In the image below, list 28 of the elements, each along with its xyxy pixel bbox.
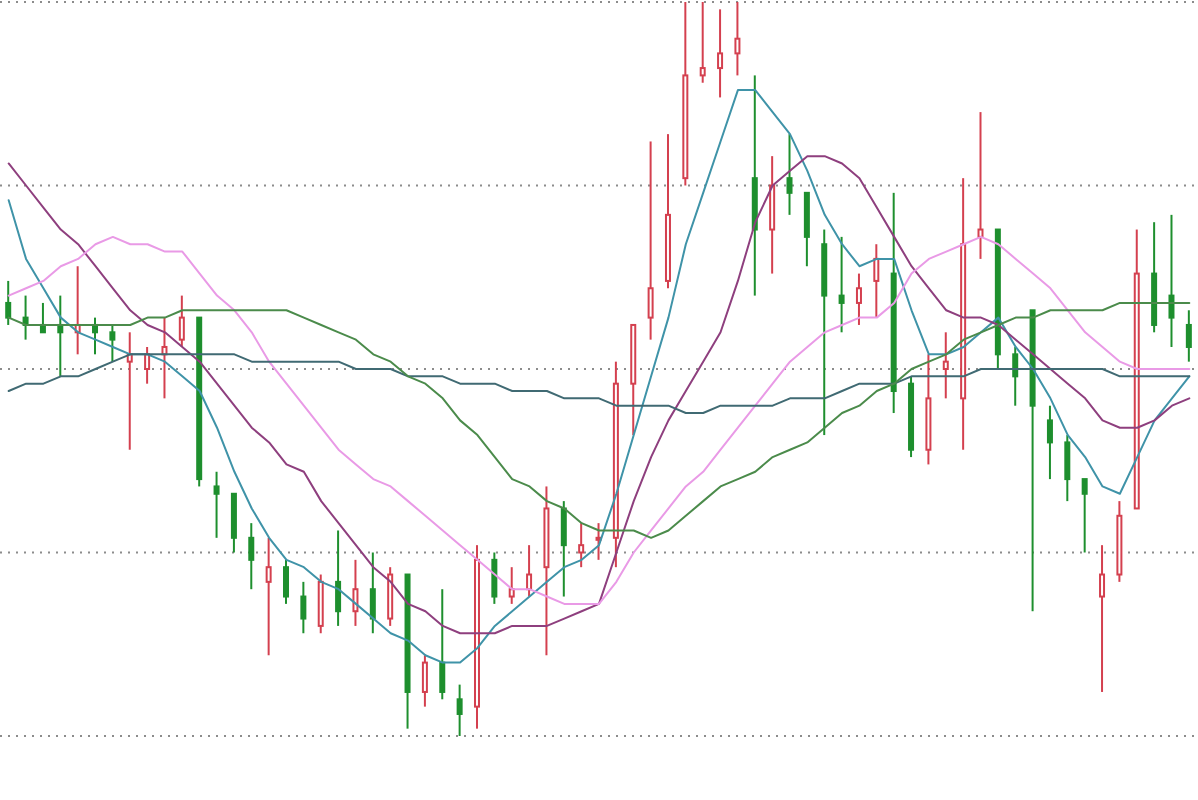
candlestick	[647, 140, 654, 341]
candlestick	[543, 485, 550, 657]
candlestick	[751, 74, 758, 297]
candlestick	[890, 191, 897, 415]
candlestick	[786, 133, 793, 216]
candlestick	[352, 558, 359, 627]
candlestick	[1099, 544, 1106, 693]
candlestick	[300, 580, 307, 635]
candlestick	[335, 529, 342, 627]
candlestick	[855, 272, 862, 326]
candlestick	[925, 353, 932, 466]
candlestick	[1168, 213, 1175, 348]
candlestick	[717, 8, 724, 99]
candlestick	[248, 522, 255, 591]
candlestick	[960, 177, 967, 451]
candlestick	[456, 683, 463, 736]
candlestick	[473, 544, 480, 730]
candlestick	[1046, 404, 1053, 481]
candlestick	[265, 536, 272, 657]
candlestick	[942, 331, 949, 400]
candlestick	[769, 155, 776, 275]
candlestick	[838, 235, 845, 334]
candlestick	[873, 243, 880, 319]
candlestick	[369, 551, 376, 635]
candlestick	[213, 470, 220, 539]
candlestick	[1185, 309, 1192, 363]
candlestick	[612, 360, 619, 569]
candlestick	[821, 228, 828, 437]
